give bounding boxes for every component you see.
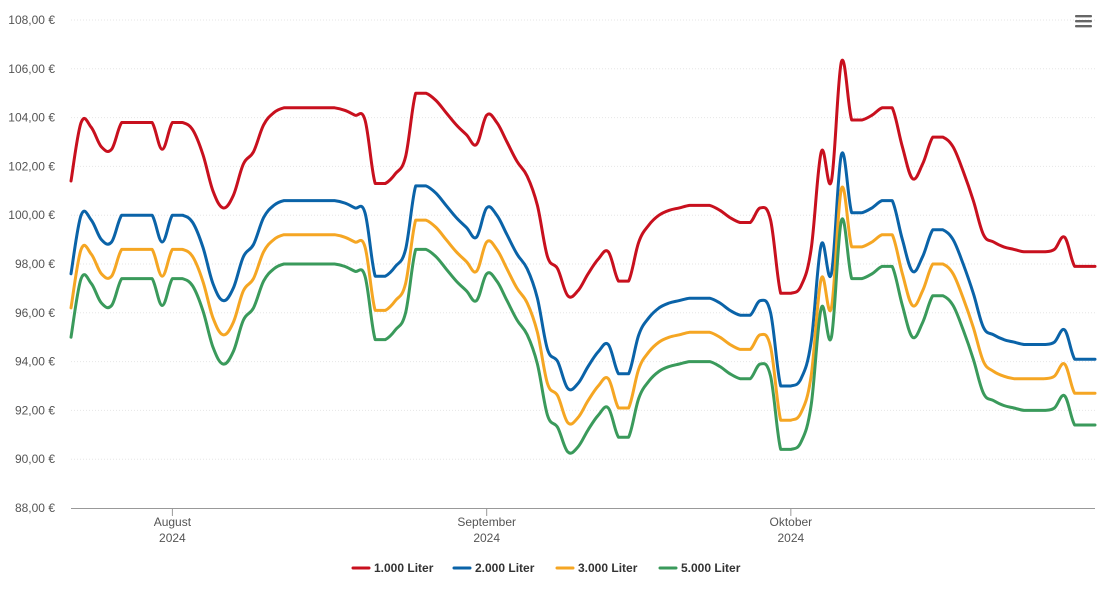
- series-line-1[interactable]: [69, 58, 1097, 299]
- x-tick-year-label: 2024: [159, 531, 186, 545]
- series-lines: [69, 58, 1097, 455]
- legend: 1.000 Liter 2.000 Liter 3.000 Liter 5.000 L…: [351, 561, 741, 575]
- series-line-4[interactable]: [69, 217, 1097, 455]
- y-tick-label: 92,00 €: [15, 403, 55, 417]
- series-line-3[interactable]: [69, 185, 1097, 426]
- legend-label: 5.000 Liter: [681, 561, 741, 575]
- x-tick-year-label: 2024: [473, 531, 500, 545]
- series-line-2[interactable]: [69, 151, 1097, 392]
- y-tick-label: 96,00 €: [15, 306, 55, 320]
- y-tick-label: 106,00 €: [8, 62, 55, 76]
- legend-item[interactable]: 2.000 Liter: [452, 561, 535, 575]
- legend-label: 1.000 Liter: [374, 561, 434, 575]
- x-axis: August 2024 September 2024 Oktober 2024: [71, 508, 1095, 545]
- legend-label: 3.000 Liter: [578, 561, 638, 575]
- y-tick-label: 102,00 €: [8, 159, 55, 173]
- y-axis: 88,00 € 90,00 € 92,00 € 94,00 € 96,00 € 98,00…: [8, 13, 55, 515]
- y-tick-label: 88,00 €: [15, 501, 55, 515]
- y-tick-label: 100,00 €: [8, 208, 55, 222]
- legend-item[interactable]: 5.000 Liter: [658, 561, 741, 575]
- x-tick-month-label: September: [457, 515, 516, 529]
- grid-lines: [71, 19, 1095, 460]
- hamburger-menu-icon[interactable]: [1072, 8, 1096, 28]
- x-tick-month-label: Oktober: [769, 515, 812, 529]
- legend-label: 2.000 Liter: [475, 561, 535, 575]
- y-tick-label: 108,00 €: [8, 13, 55, 27]
- x-tick-year-label: 2024: [777, 531, 804, 545]
- legend-item[interactable]: 1.000 Liter: [351, 561, 434, 575]
- legend-item[interactable]: 3.000 Liter: [555, 561, 638, 575]
- y-tick-label: 98,00 €: [15, 257, 55, 271]
- x-tick-month-label: August: [154, 515, 192, 529]
- y-tick-label: 94,00 €: [15, 355, 55, 369]
- y-tick-label: 104,00 €: [8, 111, 55, 125]
- y-tick-label: 90,00 €: [15, 452, 55, 466]
